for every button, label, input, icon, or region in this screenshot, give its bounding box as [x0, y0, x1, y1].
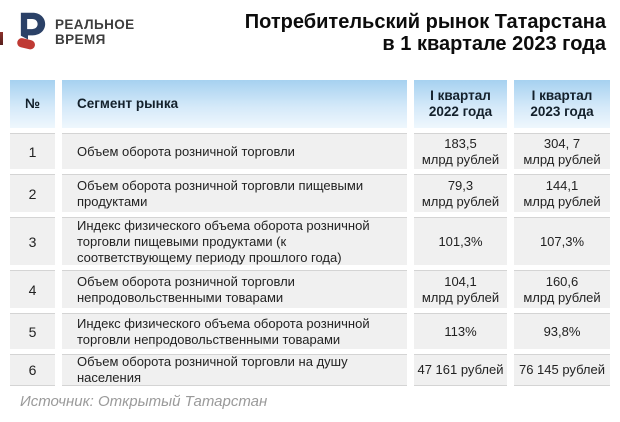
value-unit: млрд рублей: [523, 193, 601, 209]
row-number: 3: [10, 217, 55, 265]
header-q1-2022-line2: 2022 года: [428, 104, 493, 119]
value-2022: 183,5 млрд рублей: [414, 133, 507, 169]
segment-cell: Объем оборота розничной торговли на душу…: [62, 354, 407, 386]
value-2022: 79,3 млрд рублей: [414, 174, 507, 212]
value-unit: млрд рублей: [421, 289, 500, 305]
segment-cell: Объем оборота розничной торговли пищевым…: [62, 174, 407, 212]
column-header-segment: Сегмент рынка: [62, 80, 407, 128]
value-2023: 107,3%: [514, 217, 610, 265]
realnoe-vremya-r-mark-icon: [15, 12, 46, 52]
row-number: 4: [10, 270, 55, 308]
realnoe-vremya-logo: РЕАЛЬНОЕ ВРЕМЯ: [15, 12, 135, 52]
row-number: 6: [10, 354, 55, 386]
value-2023: 144,1 млрд рублей: [514, 174, 610, 212]
header-q1-2023-line2: 2023 года: [530, 104, 594, 119]
header-q1-2022-line1: I квартал: [430, 88, 491, 103]
value-number: 144,1: [545, 177, 579, 193]
value-number: 160,6: [545, 273, 579, 289]
segment-cell: Объем оборота розничной торговли: [62, 133, 407, 169]
value-number: 104,1: [444, 273, 477, 289]
row-number: 2: [10, 174, 55, 212]
value-2023: 304, 7 млрд рублей: [514, 133, 610, 169]
page-title: Потребительский рынок Татарстана в 1 ква…: [245, 11, 606, 55]
logo-line-2: ВРЕМЯ: [55, 32, 106, 47]
value-unit: млрд рублей: [421, 151, 500, 167]
value-2023: 76 145 рублей: [514, 354, 610, 386]
value-number: 183,5: [444, 135, 477, 151]
column-header-q1-2022: I квартал 2022 года: [414, 80, 507, 128]
page-title-line-2: в 1 квартале 2023 года: [382, 33, 606, 55]
segment-cell: Объем оборота розничной торговли непродо…: [62, 270, 407, 308]
segment-cell: Индекс физического объема оборота рознич…: [62, 217, 407, 265]
column-header-number: №: [10, 80, 55, 128]
data-table: № Сегмент рынка I квартал 2022 года I кв…: [10, 80, 610, 386]
segment-cell: Индекс физического объема оборота рознич…: [62, 313, 407, 349]
row-number: 5: [10, 313, 55, 349]
value-2022: 104,1 млрд рублей: [414, 270, 507, 308]
logo-wordmark: РЕАЛЬНОЕ ВРЕМЯ: [55, 17, 135, 47]
page-title-line-1: Потребительский рынок Татарстана: [244, 11, 606, 33]
value-2022: 47 161 рублей: [414, 354, 507, 386]
logo-line-1: РЕАЛЬНОЕ: [55, 17, 135, 32]
value-unit: млрд рублей: [523, 289, 601, 305]
value-unit: млрд рублей: [523, 151, 601, 167]
value-number: 304, 7: [543, 135, 581, 151]
left-edge-artifact: [0, 32, 3, 45]
value-2023: 93,8%: [514, 313, 610, 349]
value-2022: 113%: [414, 313, 507, 349]
column-header-q1-2023: I квартал 2023 года: [514, 80, 610, 128]
source-caption: Источник: Открытый Татарстан: [20, 393, 268, 410]
value-number: 79,3: [447, 177, 474, 193]
row-number: 1: [10, 133, 55, 169]
value-2022: 101,3%: [414, 217, 507, 265]
value-unit: млрд рублей: [421, 193, 500, 209]
header-q1-2023-line1: I квартал: [531, 88, 593, 103]
value-2023: 160,6 млрд рублей: [514, 270, 610, 308]
